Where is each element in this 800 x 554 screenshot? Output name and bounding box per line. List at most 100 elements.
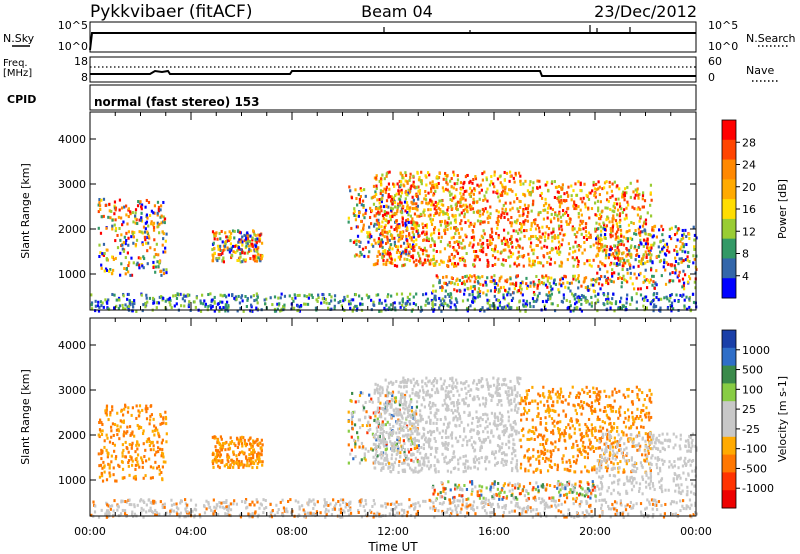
- echo-cell: [221, 460, 224, 464]
- echo-cell: [134, 208, 138, 212]
- echo-cell: [102, 214, 105, 218]
- echo-cell: [327, 306, 330, 310]
- echo-cell: [333, 298, 337, 302]
- echo-cell: [409, 245, 412, 249]
- echo-cell: [152, 448, 155, 452]
- echo-cell: [566, 222, 569, 226]
- echo-cell: [649, 214, 653, 218]
- echo-cell: [606, 191, 609, 195]
- echo-cell: [320, 301, 323, 305]
- echo-cell: [501, 211, 504, 215]
- echo-cell: [530, 224, 533, 228]
- echo-cell: [123, 235, 126, 239]
- echo-cell: [150, 222, 153, 226]
- echo-cell: [581, 219, 585, 223]
- echo-cell: [666, 249, 669, 253]
- echo-cell: [143, 235, 147, 239]
- echo-cell: [607, 297, 610, 301]
- echo-cell: [147, 200, 151, 204]
- freq-trace: [90, 69, 696, 77]
- echo-cell: [412, 416, 415, 420]
- echo-cell: [252, 294, 255, 298]
- echo-cell: [401, 234, 404, 238]
- echo-cell: [382, 407, 385, 411]
- echo-cell: [409, 427, 412, 431]
- echo-cell: [435, 379, 439, 383]
- echo-cell: [549, 257, 553, 261]
- echo-cell: [391, 390, 395, 394]
- echo-cell: [510, 408, 513, 412]
- echo-cell: [161, 243, 164, 247]
- echo-cell: [238, 451, 242, 455]
- echo-cell: [162, 232, 165, 236]
- echo-cell: [404, 179, 407, 183]
- echo-cell: [601, 243, 604, 247]
- echo-cell: [391, 394, 394, 398]
- echo-cell: [423, 232, 427, 236]
- echo-cell: [377, 250, 380, 254]
- echo-cell: [138, 230, 141, 234]
- echo-cell: [127, 459, 131, 463]
- echo-cell: [464, 264, 467, 268]
- echo-cell: [279, 296, 282, 300]
- echo-cell: [412, 453, 415, 457]
- echo-cell: [536, 284, 539, 288]
- echo-cell: [497, 236, 500, 240]
- echo-cell: [355, 239, 358, 243]
- echo-cell: [247, 244, 251, 248]
- echo-cell: [381, 230, 384, 234]
- echo-cell: [228, 446, 232, 450]
- echo-cell: [403, 448, 407, 452]
- y-tick-label: 3000: [58, 178, 86, 191]
- echo-cell: [388, 238, 391, 242]
- echo-cell: [475, 458, 478, 462]
- echo-cell: [473, 188, 477, 192]
- echo-cell: [610, 253, 613, 257]
- echo-cell: [237, 240, 240, 244]
- echo-cell: [521, 246, 524, 250]
- echo-cell: [579, 219, 582, 223]
- echo-cell: [513, 397, 516, 401]
- echo-cell: [127, 292, 130, 296]
- echo-cell: [459, 204, 462, 208]
- echo-cell: [368, 423, 371, 427]
- echo-cell: [412, 183, 415, 187]
- echo-cell: [505, 241, 508, 245]
- echo-cell: [501, 457, 504, 461]
- echo-cell: [399, 231, 402, 235]
- echo-cell: [465, 380, 468, 384]
- echo-cell: [303, 294, 306, 298]
- echo-cell: [497, 377, 500, 381]
- echo-cell: [455, 279, 458, 283]
- echo-cell: [642, 304, 645, 308]
- echo-cell: [619, 300, 622, 304]
- echo-cell: [434, 403, 437, 407]
- echo-cell: [666, 262, 670, 266]
- echo-cell: [489, 235, 492, 239]
- echo-cell: [684, 228, 687, 232]
- echo-cell: [585, 234, 588, 238]
- echo-cell: [532, 299, 535, 303]
- echo-cell: [255, 259, 259, 263]
- echo-cell: [645, 255, 648, 259]
- echo-cell: [550, 276, 553, 280]
- echo-cell: [400, 392, 403, 396]
- echo-cell: [470, 236, 473, 240]
- echo-cell: [114, 256, 117, 260]
- echo-cell: [353, 438, 356, 442]
- echo-cell: [453, 218, 457, 222]
- echo-cell: [474, 296, 477, 300]
- echo-cell: [613, 201, 616, 205]
- echo-cell: [353, 207, 356, 211]
- echo-cell: [232, 452, 235, 456]
- echo-cell: [605, 224, 609, 228]
- echo-cell: [445, 385, 448, 389]
- echo-cell: [127, 264, 130, 268]
- echo-cell: [662, 265, 665, 269]
- echo-cell: [503, 297, 506, 301]
- echo-cell: [396, 223, 399, 227]
- echo-cell: [598, 185, 601, 189]
- echo-cell: [460, 195, 463, 199]
- echo-cell: [670, 226, 673, 230]
- echo-cell: [512, 229, 515, 233]
